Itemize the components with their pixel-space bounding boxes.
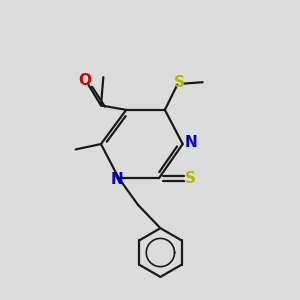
- Text: N: N: [111, 172, 124, 187]
- Text: S: S: [174, 75, 184, 90]
- Text: S: S: [184, 171, 196, 186]
- Text: N: N: [184, 135, 197, 150]
- Text: O: O: [78, 73, 92, 88]
